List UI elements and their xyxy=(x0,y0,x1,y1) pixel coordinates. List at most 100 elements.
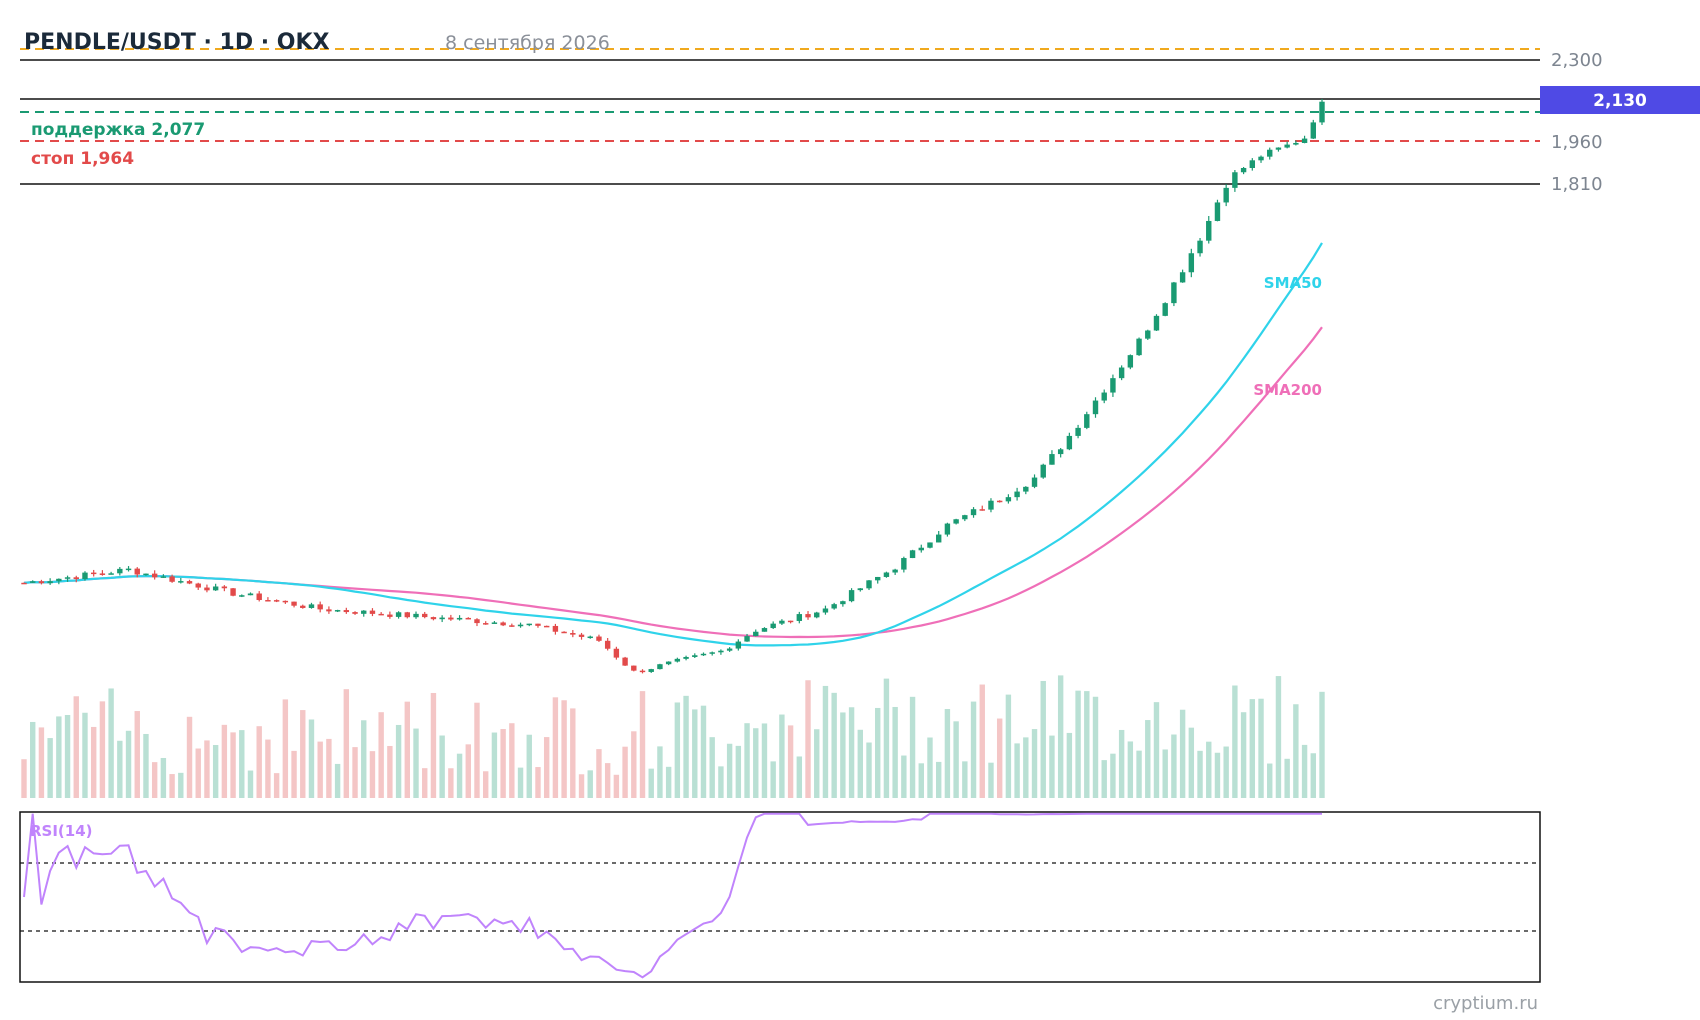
sma200-line xyxy=(23,326,1323,639)
candle-body xyxy=(308,604,315,608)
volume-bar xyxy=(1319,691,1325,798)
candle-body xyxy=(1179,272,1186,283)
candle-body xyxy=(927,542,933,548)
candle-body xyxy=(1084,414,1090,428)
volume-bar xyxy=(831,692,837,798)
candle-body xyxy=(944,523,951,535)
candle-body xyxy=(1049,454,1055,465)
volume-bar xyxy=(343,689,350,798)
volume-bar xyxy=(204,740,210,798)
volume-bar xyxy=(1232,685,1238,798)
candle-body xyxy=(866,580,872,589)
level-lines xyxy=(20,48,1540,142)
volume-bar xyxy=(639,691,646,798)
candle-body xyxy=(604,640,611,649)
volume-bar xyxy=(21,759,27,798)
volume-bar xyxy=(134,711,140,798)
volume-bar xyxy=(378,712,384,798)
volume-bar xyxy=(125,730,132,798)
candle-body xyxy=(186,581,193,584)
volume-bar xyxy=(561,700,567,798)
volume-bar xyxy=(996,718,1003,798)
candle-body xyxy=(56,578,62,582)
candle-body xyxy=(1232,172,1238,188)
candle-body xyxy=(291,601,297,606)
candle-body xyxy=(1275,147,1282,150)
rsi-line xyxy=(23,812,1322,979)
candle-body xyxy=(361,610,367,614)
volume-bar xyxy=(962,761,968,798)
candle-body xyxy=(99,573,106,575)
candle-body xyxy=(1153,315,1160,331)
candle-body xyxy=(787,620,794,623)
volume-bar xyxy=(596,749,602,798)
volume-bar xyxy=(47,738,53,798)
volume-bar xyxy=(483,771,489,798)
candle-body xyxy=(1127,355,1134,368)
volume-bar xyxy=(578,774,585,798)
candle-body xyxy=(918,547,924,551)
candle-body xyxy=(1118,367,1125,379)
candle-body xyxy=(735,641,742,649)
candle-body xyxy=(1206,220,1212,241)
volume-bar xyxy=(221,724,228,798)
volume-bar xyxy=(369,751,376,798)
candle-body xyxy=(1171,282,1177,304)
rsi-levels xyxy=(20,862,1540,932)
candle-body xyxy=(413,613,419,618)
volume-bar xyxy=(143,733,149,798)
candle-body xyxy=(753,631,759,637)
volume-bar xyxy=(631,731,637,798)
candle-body xyxy=(526,623,532,626)
candle-body xyxy=(64,577,71,579)
volume-bar xyxy=(761,723,768,798)
candle-body xyxy=(1092,400,1099,415)
candle-body xyxy=(500,622,506,626)
candle-body xyxy=(744,636,750,642)
volume-bar xyxy=(1084,691,1090,798)
candle-body xyxy=(622,657,628,666)
volume-bar xyxy=(64,714,71,798)
candle-body xyxy=(212,586,219,591)
candle-body xyxy=(1214,202,1221,221)
candle-body xyxy=(805,614,811,618)
volume-bar xyxy=(543,737,550,798)
volume-bar xyxy=(273,773,280,798)
volume-bar xyxy=(1275,676,1282,798)
candle-body xyxy=(761,628,768,632)
candle-body xyxy=(657,664,663,670)
candle-body xyxy=(117,568,123,574)
candle-body xyxy=(1319,101,1325,123)
price-axis: 2,300 1,960 1,810 xyxy=(1551,50,1603,195)
chart-title: PENDLE/USDT · 1D · OKX xyxy=(24,30,330,55)
candle-body xyxy=(474,619,480,624)
volume-bar xyxy=(38,727,45,798)
candle-body xyxy=(125,568,132,571)
volume-bar xyxy=(1171,734,1177,798)
volume-bar xyxy=(918,763,924,798)
volume-bar xyxy=(30,721,36,798)
volume-bar xyxy=(674,702,681,798)
sma50-label: SMA50 xyxy=(1264,274,1322,292)
volume-bar xyxy=(352,747,358,798)
volume-bar xyxy=(901,755,907,798)
volume-bar xyxy=(944,709,951,798)
candle-body xyxy=(570,633,576,635)
support-level-label: поддержка 2,077 xyxy=(31,120,205,140)
volume-bar xyxy=(256,726,262,798)
volume-bar xyxy=(787,725,794,798)
volume-bar xyxy=(953,721,959,798)
candle-body xyxy=(430,617,437,620)
volume-bar xyxy=(1188,727,1195,798)
candle-body xyxy=(108,573,114,575)
volume-bar xyxy=(770,761,776,798)
last-price-badge xyxy=(1540,86,1700,114)
volume-bar xyxy=(82,712,88,798)
volume-bar xyxy=(1258,698,1264,798)
candle-body xyxy=(648,669,654,672)
volume-bar xyxy=(1214,752,1221,798)
candle-body xyxy=(465,617,471,620)
candle-body xyxy=(395,612,402,617)
candle-body xyxy=(1301,138,1308,143)
candle-body xyxy=(317,604,323,610)
